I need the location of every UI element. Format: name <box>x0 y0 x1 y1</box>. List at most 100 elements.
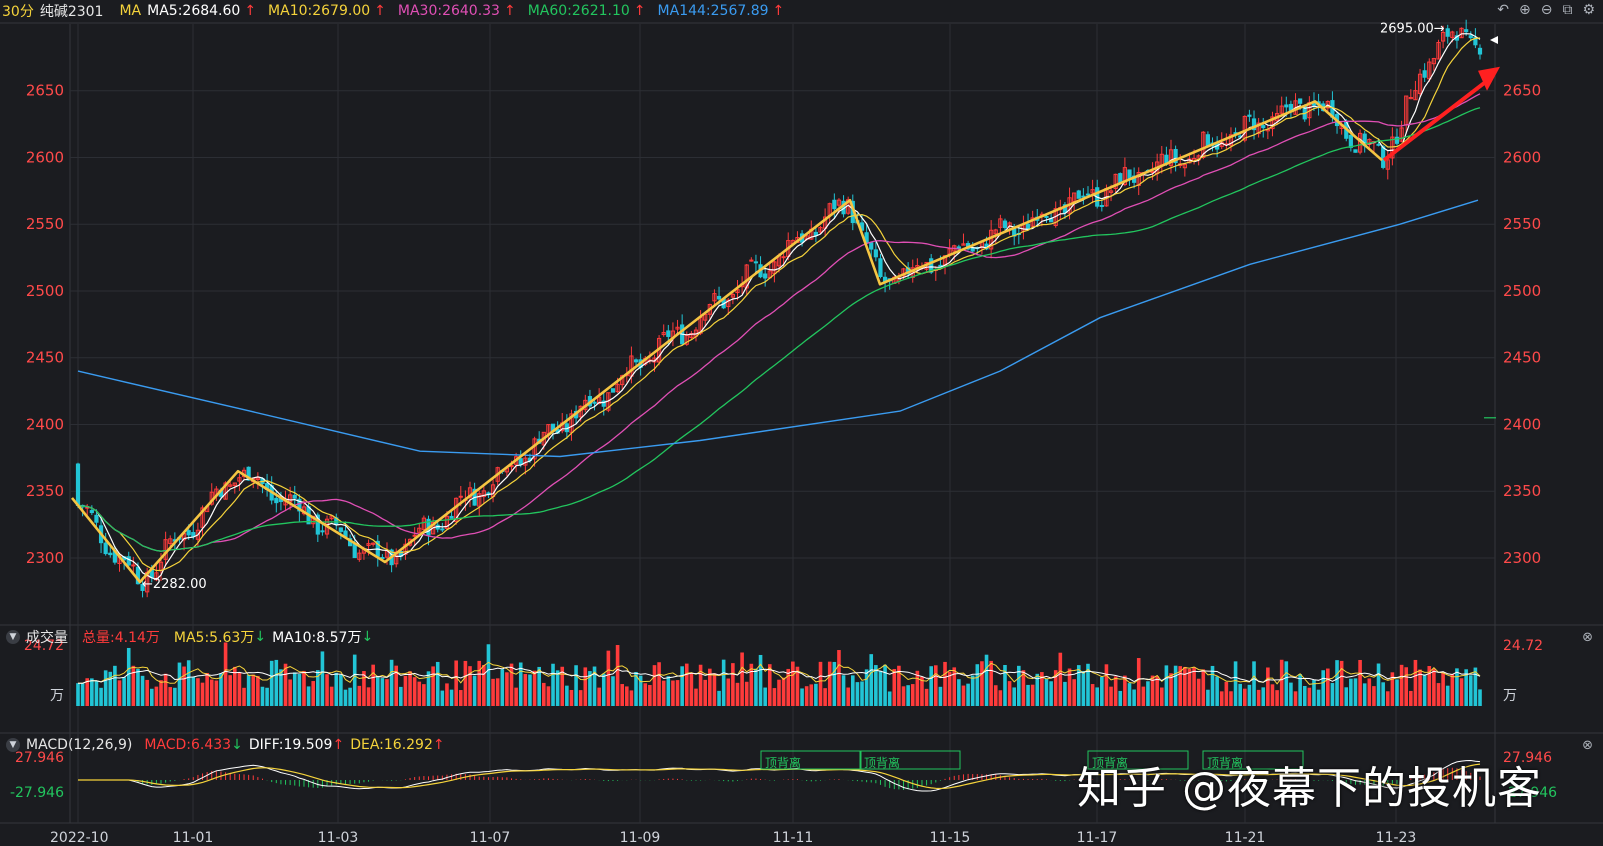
candle-body <box>689 333 694 338</box>
candle-body <box>712 293 717 302</box>
candle-body <box>431 521 436 535</box>
close-icon[interactable]: ⊗ <box>1582 737 1593 753</box>
volume-bar <box>643 683 648 706</box>
volume-bar <box>1210 665 1215 706</box>
volume-bar <box>689 672 694 706</box>
layout-icon[interactable]: ⧉ <box>1562 2 1573 18</box>
volume-bar <box>366 687 371 706</box>
candle-body <box>357 552 362 560</box>
dea-line <box>78 763 1481 790</box>
volume-bar <box>952 667 957 706</box>
volume-bar <box>514 687 518 706</box>
volume-bar <box>1164 665 1169 706</box>
zoom-in-icon[interactable]: ⊕ <box>1518 2 1531 18</box>
collapse-icon[interactable]: ▼ <box>6 738 20 752</box>
volume-bar <box>892 668 897 706</box>
volume-bar <box>786 668 791 706</box>
volume-bar <box>601 673 606 706</box>
divergence-box <box>760 750 862 770</box>
settings-icon[interactable]: ⚙ <box>1582 2 1595 18</box>
candle-body <box>1168 149 1174 166</box>
volume-bar <box>1362 683 1367 706</box>
volume-bar <box>260 686 265 706</box>
y-tick-label-right: 2650 <box>1503 82 1541 100</box>
macd-header: ▼ MACD(12,26,9) MACD:6.433 ↓ DIFF:19.509… <box>0 735 1603 755</box>
candle-body <box>1242 115 1247 141</box>
volume-bar <box>237 672 242 706</box>
dea-arrow: ↑ <box>432 737 445 753</box>
candle-body <box>1477 47 1483 55</box>
volume-bar <box>149 688 154 706</box>
volume-bar <box>1017 665 1021 706</box>
undo-icon[interactable]: ↶ <box>1497 2 1509 18</box>
candle-body <box>94 514 99 523</box>
volume-bar <box>1344 687 1349 706</box>
volume-bar <box>749 663 754 706</box>
y-tick-label-left: 2550 <box>26 215 64 233</box>
candle-body <box>998 218 1003 228</box>
volume-bar <box>246 674 251 706</box>
volume-bar <box>1136 658 1141 706</box>
volume-bar <box>1418 669 1422 706</box>
divergence-label: 顶背离 <box>864 755 900 770</box>
volume-bar <box>1026 684 1030 706</box>
volume-ma5-arrow: ↓ <box>254 629 267 645</box>
volume-bar <box>929 666 933 706</box>
volume-bar <box>657 662 661 706</box>
candle-body <box>1394 136 1400 144</box>
candle-body <box>1085 193 1091 196</box>
volume-bar <box>947 671 952 706</box>
volume-bar <box>117 680 122 706</box>
volume-bar <box>837 650 841 706</box>
volume-bar <box>1464 669 1468 706</box>
volume-bar <box>422 684 426 706</box>
volume-bar <box>509 663 514 706</box>
volume-bar <box>352 654 357 706</box>
x-tick-label: 11-01 <box>173 830 214 846</box>
candle-body <box>1325 100 1330 109</box>
volume-bar <box>1118 690 1123 706</box>
volume-bar <box>804 686 809 706</box>
ma-trend-arrow: ↑ <box>633 3 646 19</box>
volume-bar <box>1307 687 1312 706</box>
volume-bar <box>329 686 334 706</box>
candle-body <box>675 326 680 330</box>
volume-bar <box>1459 678 1464 706</box>
volume-bar <box>288 679 292 706</box>
y-tick-label-left: 2300 <box>26 549 64 567</box>
diff-arrow: ↑ <box>332 737 345 753</box>
candle-body <box>961 243 966 246</box>
volume-bar <box>1279 659 1284 706</box>
candle-body <box>781 256 786 259</box>
volume-bar <box>1159 687 1164 706</box>
low-price-label: ←2282.00 <box>142 577 207 592</box>
ma-legend-item: MA30:2640.33 <box>397 3 500 19</box>
volume-bar <box>1441 672 1445 706</box>
volume-bar <box>980 661 984 706</box>
volume-bar <box>1422 674 1427 706</box>
volume-bar <box>99 687 103 706</box>
volume-bar <box>339 674 343 706</box>
zoom-out-icon[interactable]: ⊖ <box>1540 2 1553 18</box>
volume-bar <box>565 685 569 706</box>
volume-bar <box>1063 681 1067 706</box>
close-icon[interactable]: ⊗ <box>1582 629 1593 645</box>
volume-bar <box>394 665 399 706</box>
volume-bar <box>694 688 698 706</box>
candle-body <box>1408 97 1413 100</box>
candle-body <box>1044 215 1049 218</box>
volume-bar <box>311 681 316 706</box>
candle-body <box>836 199 842 206</box>
collapse-icon[interactable]: ▼ <box>6 630 20 644</box>
ma30-line <box>77 93 1481 552</box>
volume-bar <box>477 660 482 706</box>
candle-body <box>869 242 874 250</box>
period-label[interactable]: 30分 <box>2 4 34 20</box>
trend-arrowhead <box>1478 66 1500 91</box>
candle-body <box>597 396 602 405</box>
volume-bar <box>800 688 804 706</box>
volume-bar <box>518 662 523 706</box>
volume-bar <box>500 669 505 706</box>
volume-bar <box>846 687 850 706</box>
candle-body <box>126 556 131 566</box>
